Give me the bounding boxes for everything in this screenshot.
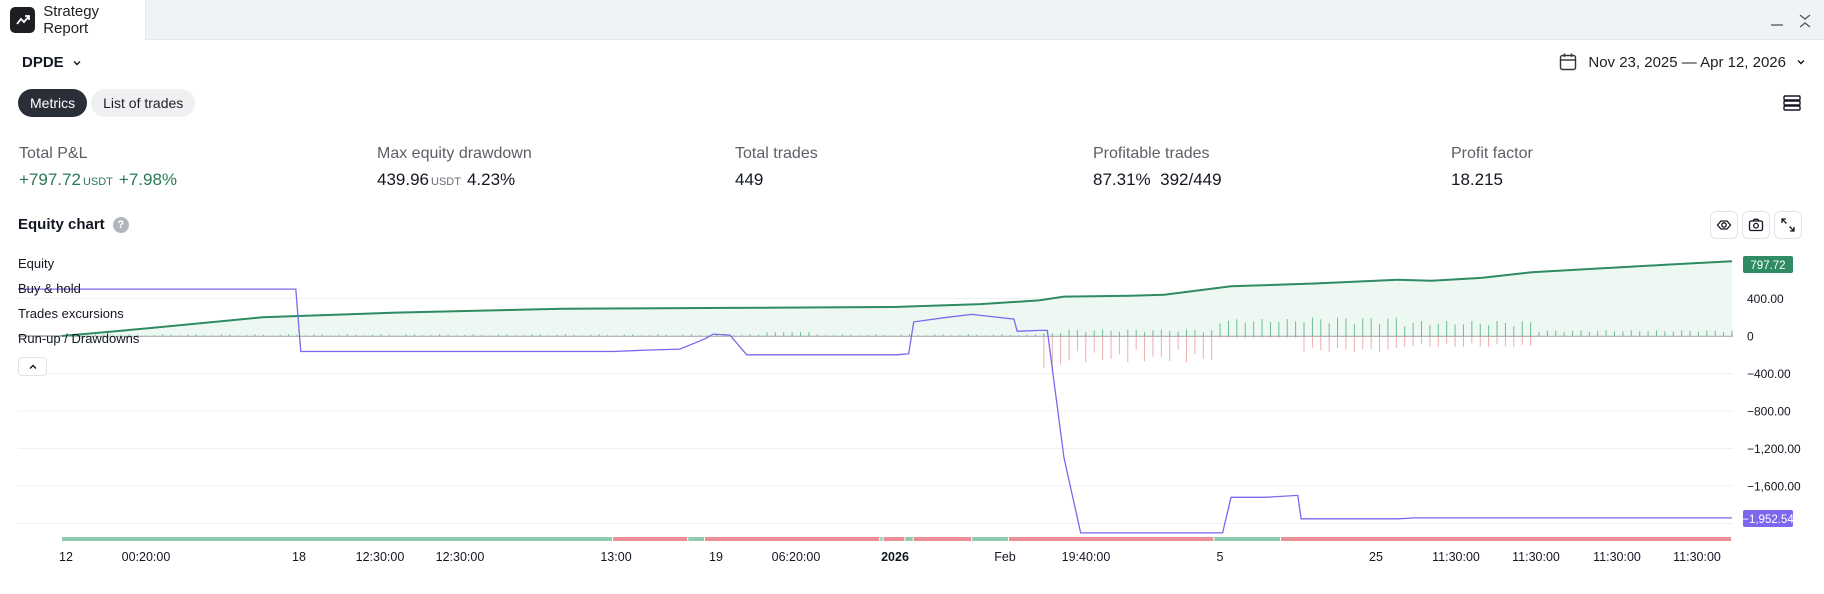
x-tick-label: 12:30:00: [356, 550, 405, 564]
y-tick-label: 0: [1747, 330, 1754, 344]
buy-hold-value-tag-bg: [1743, 510, 1793, 528]
question-icon[interactable]: ?: [112, 216, 129, 233]
y-tick-label: −1,200.00: [1747, 442, 1801, 456]
window-title: Strategy Report: [43, 3, 100, 37]
expand-icon: [1781, 218, 1795, 232]
x-tick-label: 11:30:00: [1512, 550, 1560, 564]
x-tick-label: 2026: [881, 550, 909, 564]
layout-toggle-button[interactable]: [1778, 90, 1806, 116]
x-tick-label: 11:30:00: [1593, 550, 1641, 564]
minimize-button[interactable]: [1764, 8, 1790, 34]
trade-strip-segment: [880, 537, 883, 541]
title-bar: Strategy Report: [0, 0, 1824, 40]
strategy-report-icon: [10, 7, 36, 33]
collapse-legend-button[interactable]: [18, 357, 47, 376]
metric-profitable-trades: Profitable trades 87.31% 392/449: [1093, 145, 1222, 190]
equity-value-tag-bg: [1743, 255, 1793, 273]
metric-total-trades: Total trades 449: [735, 145, 818, 190]
restore-button[interactable]: [1792, 8, 1818, 34]
trade-strip-segment: [1281, 537, 1731, 541]
equity-chart-title: Equity chart ?: [18, 216, 129, 233]
x-tick-label: 11:30:00: [1673, 550, 1721, 564]
metric-percent: 4.23%: [466, 170, 516, 189]
legend-buy-hold[interactable]: Buy & hold: [18, 281, 81, 296]
chevron-down-icon: [1797, 60, 1805, 65]
list-icon: [1783, 95, 1801, 111]
symbol-label: DPDE: [22, 54, 64, 71]
x-tick-label: 11:30:00: [1432, 550, 1480, 564]
chevron-down-icon: [73, 60, 81, 65]
trade-strip-segment: [913, 537, 972, 541]
equity-chart: 400.00 0 −400.00 −800.00 −1,200.00 −1,600.00 7…: [18, 255, 1801, 564]
legend-runup-drawdowns[interactable]: Run-up / Drawdowns: [18, 331, 140, 346]
y-tick-label: −800.00: [1747, 405, 1791, 419]
x-tick-label: 25: [1369, 550, 1383, 564]
metric-label: Profitable trades: [1093, 145, 1210, 162]
date-range-label: Nov 23, 2025 — Apr 12, 2026: [1588, 53, 1786, 71]
metric-unit: USDT: [431, 176, 461, 188]
trade-strip-segment: [883, 537, 905, 541]
metric-percent: +7.98%: [118, 170, 178, 189]
trade-strip-segment: [905, 537, 913, 541]
x-tick-label: 00:20:00: [122, 550, 171, 564]
trade-strip-segment: [688, 537, 704, 541]
symbol-selector[interactable]: DPDE: [22, 54, 82, 71]
metric-value: 87.31%: [1093, 170, 1151, 189]
metric-total-pnl: Total P&L +797.72 USDT +7.98%: [19, 145, 177, 190]
x-tick-label: 12: [59, 550, 73, 564]
metric-profit-factor: Profit factor 18.215: [1451, 145, 1533, 190]
trade-strip-segment: [972, 537, 1008, 541]
camera-icon: [1748, 218, 1764, 232]
tab-list-of-trades[interactable]: List of trades: [91, 89, 196, 117]
date-range-selector[interactable]: Nov 23, 2025 — Apr 12, 2026: [1558, 52, 1806, 72]
metric-value: 449: [735, 170, 764, 189]
restore-icon: [1799, 14, 1811, 28]
x-tick-label: 12:30:00: [436, 550, 485, 564]
visibility-button[interactable]: [1710, 211, 1738, 239]
trade-strip-segment: [62, 537, 613, 541]
x-tick-label: 19: [709, 550, 723, 564]
buy-hold-value-tag: −1,952.54: [1742, 514, 1794, 526]
y-tick-label: 400.00: [1747, 292, 1784, 306]
x-tick-label: 5: [1217, 550, 1224, 564]
metric-value: +797.72: [19, 170, 81, 189]
metric-value: 439.96: [377, 170, 429, 189]
legend-trades-excursions[interactable]: Trades excursions: [18, 306, 124, 321]
equity-value-tag: 797.72: [1750, 260, 1785, 272]
x-tick-label: 18: [292, 550, 306, 564]
calendar-icon: [1560, 53, 1577, 71]
y-tick-label: −400.00: [1747, 367, 1791, 381]
x-tick-label: 06:20:00: [772, 550, 821, 564]
fullscreen-button[interactable]: [1774, 211, 1802, 239]
y-tick-label: −1,600.00: [1747, 480, 1801, 494]
x-tick-label: 13:00: [600, 550, 631, 564]
eye-icon: [1716, 220, 1732, 230]
buy-hold-line: [62, 288, 1732, 534]
equity-line: [61, 260, 1733, 337]
equity-area: [62, 261, 1732, 336]
legend-equity[interactable]: Equity: [18, 256, 55, 271]
metric-label: Total trades: [735, 145, 818, 162]
trade-strip-segment: [704, 537, 880, 541]
tab-metrics[interactable]: Metrics: [18, 89, 88, 117]
x-tick-label: 19:40:00: [1062, 550, 1111, 564]
trade-strip-segment: [1214, 537, 1281, 541]
metric-extra: 392/449: [1160, 170, 1222, 189]
minimize-icon: [1771, 24, 1783, 26]
screenshot-button[interactable]: [1742, 211, 1770, 239]
metric-label: Profit factor: [1451, 145, 1533, 162]
x-tick-label: Feb: [994, 550, 1016, 564]
trade-strip-segment: [613, 537, 688, 541]
metric-value: 18.215: [1451, 170, 1503, 189]
metric-max-drawdown: Max equity drawdown 439.96 USDT 4.23%: [377, 145, 532, 190]
report-tabs: Metrics List of trades: [18, 89, 196, 117]
metric-label: Total P&L: [19, 145, 88, 162]
metric-unit: USDT: [82, 176, 113, 188]
metric-label: Max equity drawdown: [377, 145, 532, 162]
chevron-up-icon: [29, 364, 36, 369]
section-title: Equity chart: [18, 216, 105, 233]
trade-strip-segment: [1008, 537, 1214, 541]
window-tab[interactable]: Strategy Report: [0, 0, 146, 40]
